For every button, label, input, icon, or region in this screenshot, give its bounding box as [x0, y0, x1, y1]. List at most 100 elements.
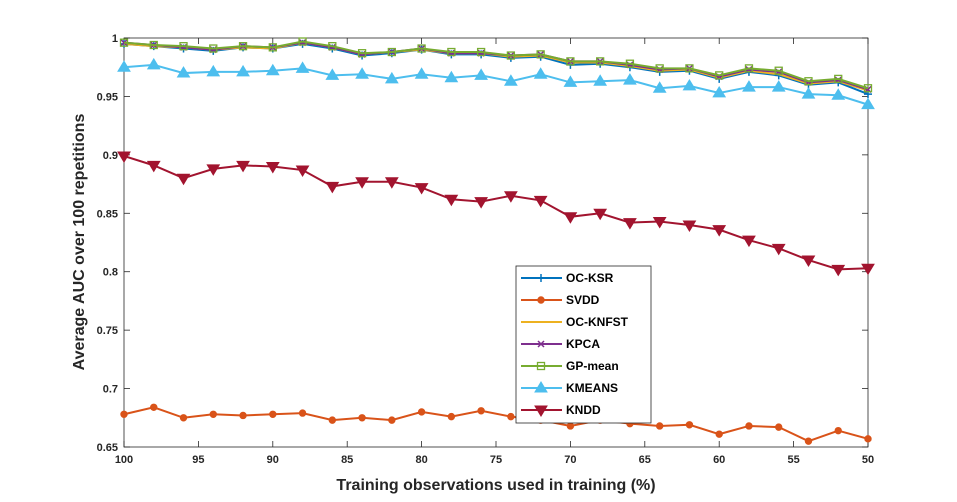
- data-point-gp-mean: [149, 40, 158, 50]
- data-point-svdd: [328, 416, 337, 424]
- data-point-gp-mean: [298, 37, 307, 46]
- data-point-svdd: [864, 435, 872, 443]
- data-point-svdd: [209, 410, 217, 418]
- legend-label: KPCA: [566, 337, 600, 351]
- data-point-kmeans: [236, 64, 250, 77]
- data-point-kndd: [861, 263, 875, 276]
- y-tick-label: 0.8: [103, 267, 118, 279]
- data-point-kndd: [444, 194, 459, 207]
- data-point-svdd: [150, 403, 158, 411]
- data-point-kndd: [682, 220, 697, 232]
- x-tick-label: 100: [115, 454, 133, 466]
- x-tick-label: 90: [267, 454, 279, 466]
- legend-marker: [534, 381, 548, 393]
- data-point-svdd: [804, 437, 813, 445]
- data-point-kmeans: [682, 78, 697, 91]
- data-point-kmeans: [861, 97, 875, 110]
- data-point-svdd: [417, 408, 426, 416]
- legend: OC-KSR SVDD OC-KNFST KPCA GP-mean KMEANS KNDD: [515, 265, 652, 424]
- data-point-svdd: [685, 421, 694, 429]
- legend-label: KMEANS: [566, 381, 618, 395]
- data-point-kndd: [117, 151, 131, 163]
- data-point-kndd: [593, 208, 608, 221]
- data-point-kmeans: [295, 61, 310, 73]
- data-point-gp-mean: [596, 57, 605, 66]
- data-point-kndd: [533, 195, 548, 208]
- data-point-gp-mean: [328, 42, 337, 51]
- data-point-svdd: [239, 411, 247, 420]
- data-point-kmeans: [325, 68, 340, 80]
- data-point-kndd: [265, 162, 280, 174]
- data-point-kmeans: [801, 87, 816, 99]
- y-tick-label: 0.75: [97, 325, 118, 337]
- data-point-kndd: [236, 160, 250, 173]
- x-tick-label: 85: [341, 454, 353, 466]
- x-tick-label: 75: [490, 454, 502, 466]
- legend-label: GP-mean: [566, 359, 619, 373]
- data-point-gp-mean: [238, 42, 248, 51]
- legend-label: OC-KNFST: [566, 315, 629, 329]
- x-tick-label: 65: [639, 454, 651, 466]
- data-point-gp-mean: [566, 57, 575, 66]
- data-point-kmeans: [206, 64, 221, 77]
- y-tick-label: 0.85: [97, 208, 118, 220]
- data-point-kndd: [474, 197, 489, 209]
- legend-label: SVDD: [566, 293, 600, 307]
- data-point-gp-mean: [387, 47, 396, 57]
- data-point-kndd: [652, 216, 667, 229]
- series-gp-mean: [119, 37, 873, 93]
- data-point-kndd: [742, 235, 756, 248]
- data-point-svdd: [179, 414, 188, 422]
- legend-entry-kmeans: KMEANS: [521, 381, 618, 395]
- data-point-gp-mean: [685, 64, 694, 73]
- data-point-svdd: [715, 430, 723, 438]
- axis-ticks: 100 95 90 85 80 75 70 65 60 55 50 0.65 0.7 0.75 0.8 0.8…: [97, 33, 875, 466]
- data-point-gp-mean: [209, 44, 218, 53]
- x-tick-label: 60: [713, 454, 725, 466]
- data-point-gp-mean: [417, 44, 426, 53]
- legend-marker: [537, 274, 545, 282]
- data-point-svdd: [120, 410, 128, 418]
- y-tick-label: 0.95: [97, 91, 118, 103]
- legend-marker: [536, 361, 546, 371]
- data-point-kmeans: [414, 67, 429, 79]
- data-point-kndd: [176, 173, 191, 186]
- data-point-gp-mean: [268, 43, 277, 52]
- data-point-svdd: [269, 410, 277, 418]
- data-point-gp-mean: [476, 47, 486, 57]
- data-point-kndd: [355, 177, 369, 189]
- data-point-gp-mean: [506, 51, 516, 60]
- data-point-kndd: [771, 243, 786, 256]
- data-point-kndd: [831, 264, 846, 277]
- series-line-svdd: [123, 406, 869, 443]
- data-point-gp-mean: [357, 49, 367, 58]
- data-point-kndd: [503, 191, 518, 203]
- legend-marker: [537, 340, 545, 348]
- x-tick-label: 50: [862, 454, 874, 466]
- series-kndd: [117, 151, 875, 277]
- data-point-svdd: [655, 422, 664, 430]
- data-point-svdd: [358, 414, 366, 422]
- data-point-gp-mean: [774, 66, 783, 75]
- data-point-gp-mean: [655, 64, 664, 73]
- data-point-kndd: [712, 225, 727, 237]
- legend-label: KNDD: [566, 403, 601, 417]
- data-point-gp-mean: [179, 42, 188, 51]
- data-point-kndd: [325, 181, 340, 194]
- data-point-svdd: [566, 422, 575, 430]
- data-point-kmeans: [771, 80, 786, 92]
- data-point-kmeans: [712, 85, 727, 98]
- data-point-kmeans: [444, 70, 459, 83]
- data-point-kmeans: [831, 88, 846, 100]
- data-point-kmeans: [146, 57, 161, 70]
- legend-entry-svdd: SVDD: [521, 293, 600, 307]
- data-point-kndd: [623, 218, 637, 230]
- data-point-svdd: [477, 407, 485, 415]
- data-point-kmeans: [563, 75, 578, 87]
- legend-label: OC-KSR: [566, 271, 614, 285]
- legend-marker: [537, 296, 545, 304]
- x-tick-label: 70: [564, 454, 576, 466]
- data-point-kndd: [206, 164, 221, 176]
- data-point-kmeans: [623, 73, 637, 85]
